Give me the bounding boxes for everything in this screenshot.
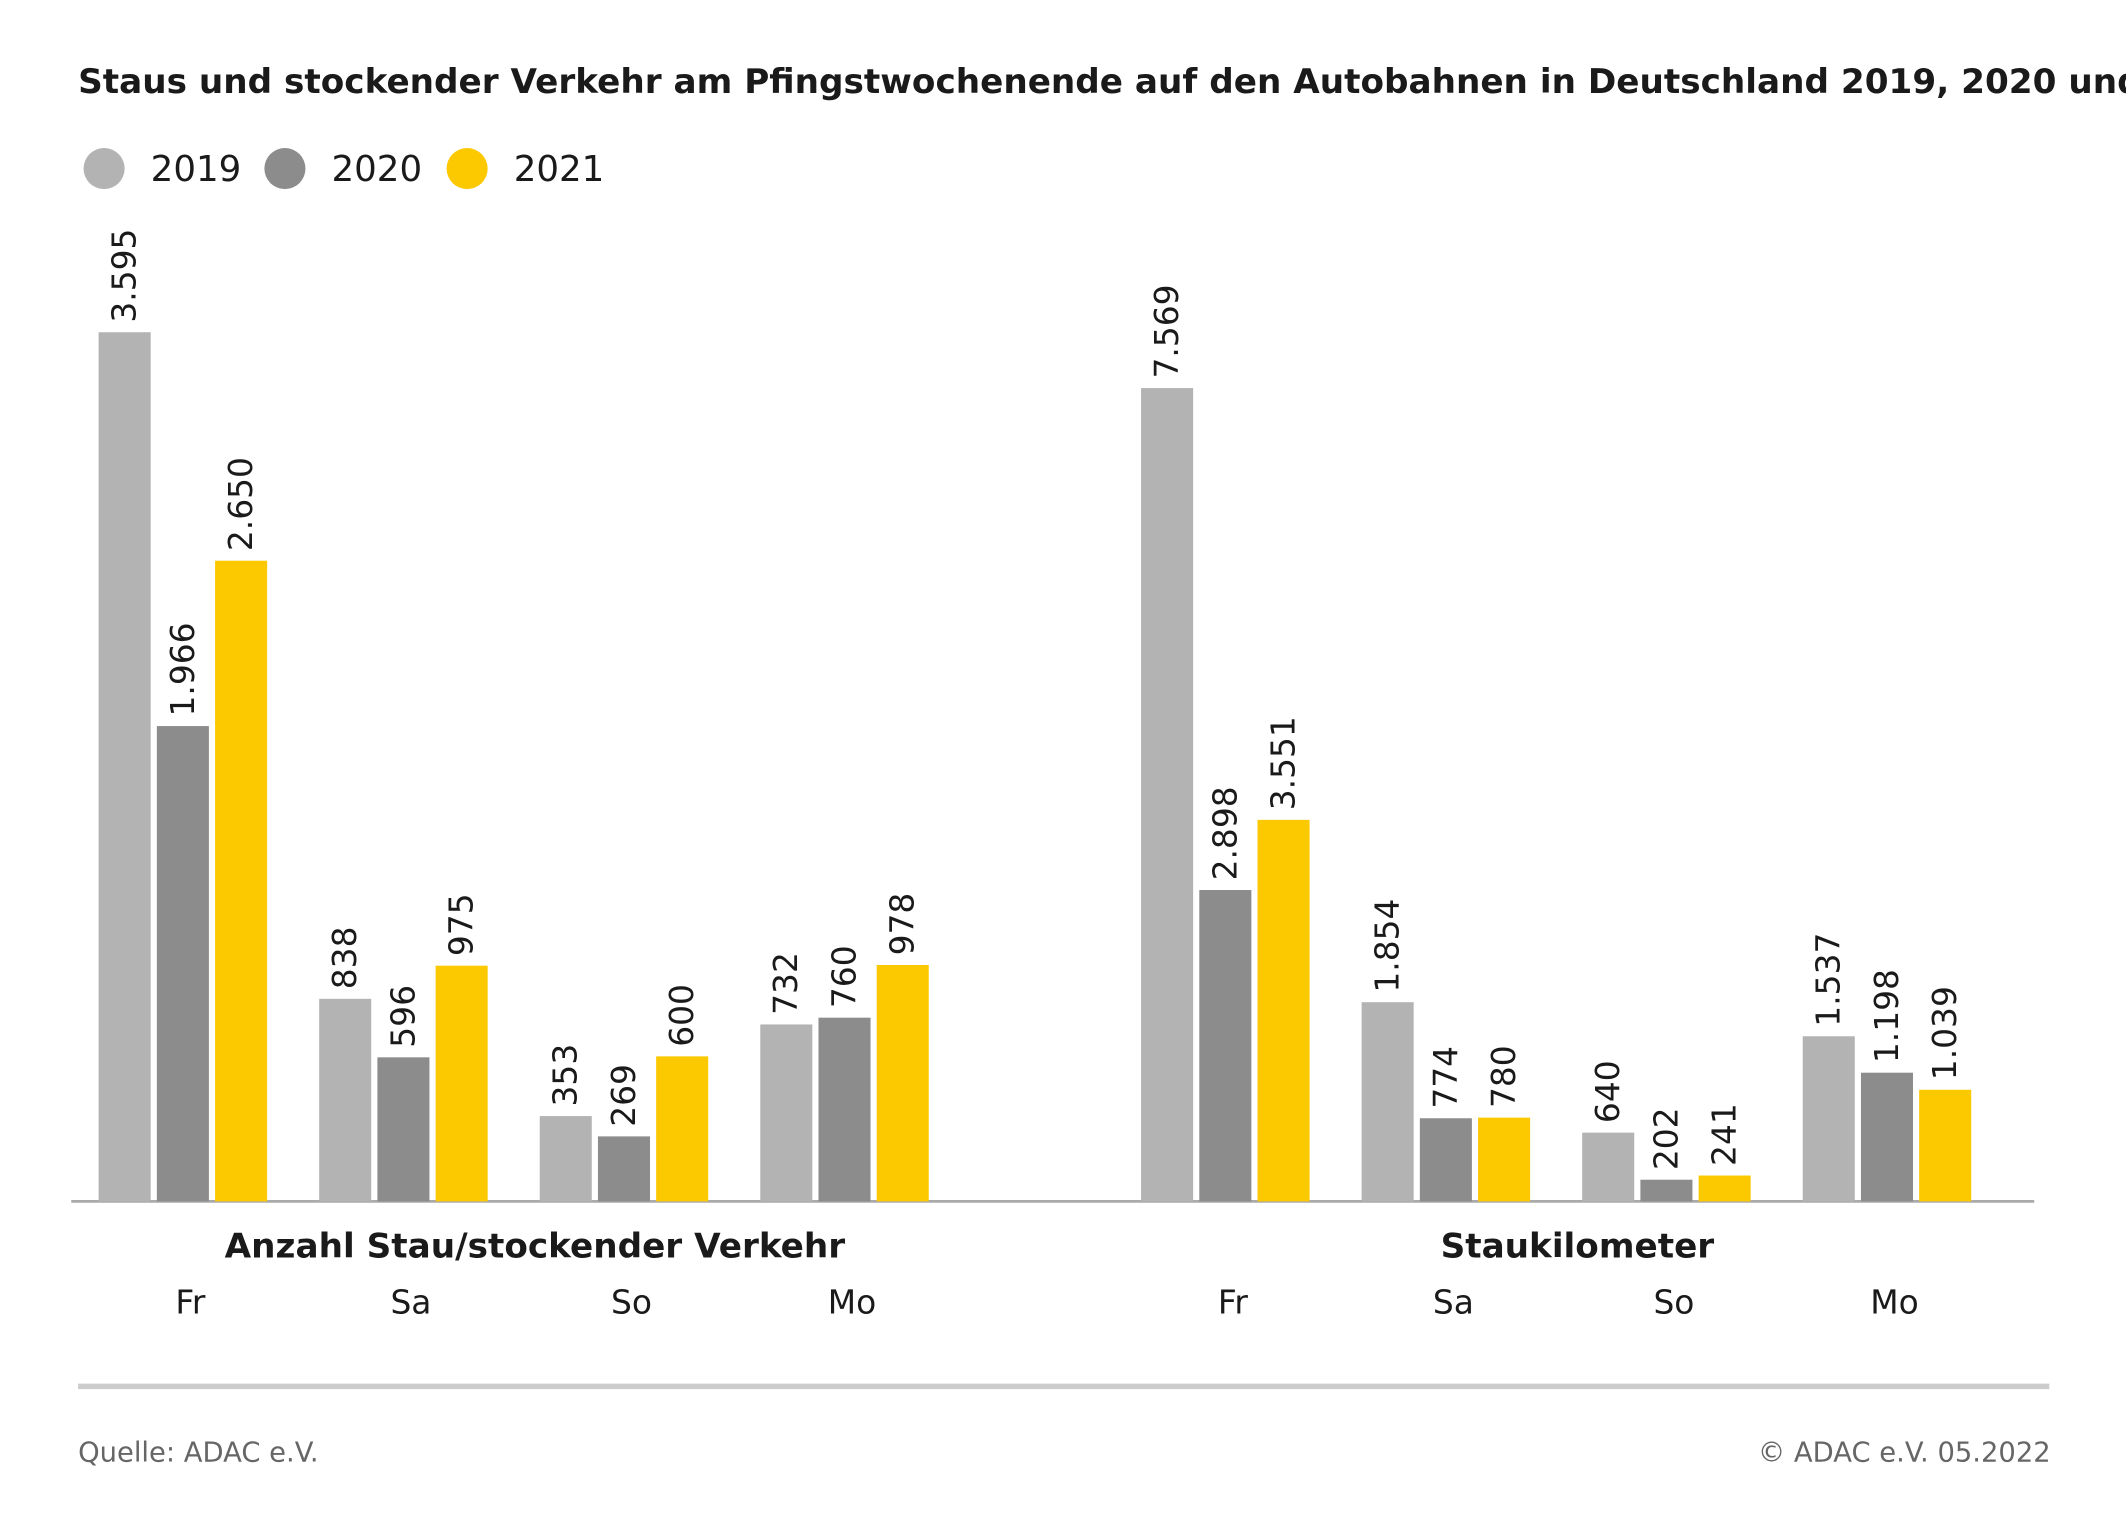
data-label: 353: [546, 1044, 585, 1107]
bar: [377, 1057, 430, 1202]
bar: [435, 965, 488, 1202]
bar: [597, 1136, 650, 1202]
bar: [1640, 1179, 1693, 1202]
x-tick-label: Sa: [1433, 1283, 1474, 1322]
x-axis-title: Staukilometer: [1441, 1227, 1715, 1267]
bar: [1582, 1132, 1635, 1202]
data-label: 640: [1588, 1060, 1627, 1123]
data-label: 2.650: [221, 457, 260, 551]
x-tick-label: Fr: [175, 1283, 206, 1322]
bar: [319, 998, 372, 1202]
data-label: 780: [1484, 1045, 1523, 1108]
data-label: 3.551: [1264, 716, 1303, 810]
bar: [215, 560, 268, 1202]
bar: [1919, 1089, 1972, 1202]
data-label: 241: [1705, 1103, 1744, 1166]
data-label: 600: [662, 984, 701, 1047]
legend-label: 2020: [332, 149, 423, 190]
legend-marker: [264, 148, 306, 190]
data-label: 596: [383, 985, 422, 1048]
bar: [1361, 1002, 1414, 1202]
bar: [1419, 1118, 1472, 1202]
bar: [1478, 1117, 1531, 1202]
legend-label: 2021: [514, 149, 605, 190]
x-tick-label: Mo: [1870, 1283, 1918, 1322]
data-label: 760: [824, 945, 863, 1008]
data-label: 202: [1646, 1107, 1685, 1170]
bar: [1199, 890, 1252, 1202]
bar: [1257, 819, 1310, 1202]
bar: [1141, 388, 1194, 1202]
bar: [98, 332, 151, 1202]
data-label: 978: [883, 893, 922, 956]
bar: [818, 1017, 871, 1202]
x-tick-label: Sa: [390, 1283, 431, 1322]
data-label: 3.595: [105, 229, 144, 323]
x-tick-label: Fr: [1218, 1283, 1249, 1322]
bar: [1698, 1175, 1751, 1202]
bar: [539, 1116, 592, 1202]
bar: [1860, 1072, 1913, 1202]
data-label: 732: [766, 952, 805, 1015]
data-label: 269: [604, 1064, 643, 1127]
source: Quelle: ADAC e.V.: [78, 1438, 319, 1469]
data-label: 1.966: [163, 622, 202, 716]
bar: [1802, 1036, 1855, 1202]
bar: [156, 726, 209, 1202]
bar: [876, 964, 929, 1202]
x-tick-label: Mo: [828, 1283, 876, 1322]
data-label: 7.569: [1147, 284, 1186, 378]
data-label: 1.537: [1809, 933, 1848, 1027]
data-label: 2.898: [1205, 786, 1244, 880]
x-tick-label: So: [1653, 1283, 1694, 1322]
x-tick-label: So: [611, 1283, 652, 1322]
legend-marker: [446, 148, 488, 190]
bar: [656, 1056, 709, 1202]
data-label: 1.854: [1368, 899, 1407, 993]
legend-marker: [83, 148, 125, 190]
data-label: 975: [442, 893, 481, 956]
copyright: © ADAC e.V. 05.2022: [1758, 1438, 2051, 1469]
bar: [760, 1024, 813, 1202]
x-axis-title: Anzahl Stau/stockender Verkehr: [225, 1227, 846, 1267]
data-label: 838: [325, 927, 364, 990]
data-label: 774: [1426, 1046, 1465, 1109]
chart-title: Staus und stockender Verkehr am Pfingstw…: [78, 62, 2126, 102]
data-label: 1.198: [1867, 969, 1906, 1063]
data-label: 1.039: [1925, 986, 1964, 1080]
legend-label: 2019: [151, 149, 242, 190]
